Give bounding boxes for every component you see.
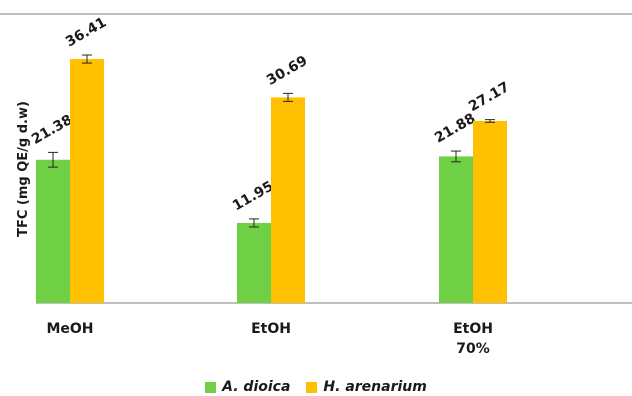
bar-series-1-cat-2	[237, 222, 271, 303]
x-tick-label-1: MeOH	[46, 321, 93, 337]
x-tick-label-2: EtOH	[251, 321, 291, 337]
error-bar-series-2-cat-1	[82, 54, 92, 64]
x-tick-label-3-line-1: EtOH	[453, 321, 493, 337]
chart: TFC (mg QE/g d.w) 21.38 11.95 21.88 36.41 30…	[0, 13, 632, 357]
legend-label-series-1: A. dioica	[222, 379, 291, 395]
error-bar-series-1-cat-1	[48, 151, 58, 168]
data-label-series-1-cat-1: 21.38	[29, 112, 75, 148]
bar-series-1-cat-1	[36, 159, 70, 303]
data-label-series-2-cat-1: 36.41	[63, 14, 109, 50]
bar-series-2-cat-1	[70, 59, 104, 303]
bar-series-2-cat-3	[473, 120, 507, 303]
legend-item-series-1: A. dioica	[205, 379, 290, 395]
data-label-series-1-cat-3: 21.88	[432, 111, 478, 147]
y-axis-title: TFC (mg QE/g d.w)	[16, 101, 31, 237]
chart-marks: 21.38 11.95 21.88 36.41 30.69 27.17	[29, 14, 512, 303]
x-tick-labels: MeOH EtOH EtOH 70%	[46, 321, 492, 357]
x-tick-label-3-line-2: 70%	[456, 341, 490, 357]
legend: A. dioica H. arenarium	[0, 378, 632, 396]
data-label-series-2-cat-3: 27.17	[466, 79, 512, 115]
legend-swatch-series-2	[306, 381, 318, 393]
data-label-series-2-cat-2: 30.69	[264, 53, 310, 89]
legend-swatch-series-1	[205, 381, 217, 393]
error-bar-series-2-cat-2	[283, 92, 293, 102]
error-bar-series-2-cat-3	[485, 119, 495, 123]
error-bar-series-1-cat-3	[451, 150, 461, 163]
bar-series-2-cat-2	[271, 97, 305, 303]
legend-label-series-2: H. arenarium	[323, 379, 427, 395]
legend-item-series-2: H. arenarium	[306, 379, 427, 395]
error-bar-series-1-cat-2	[249, 218, 259, 228]
data-label-series-1-cat-2: 11.95	[230, 178, 276, 214]
bar-series-1-cat-3	[439, 156, 473, 303]
